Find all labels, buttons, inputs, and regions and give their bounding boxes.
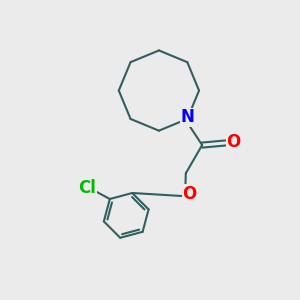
Text: N: N <box>181 108 195 126</box>
Text: O: O <box>226 133 241 151</box>
Text: Cl: Cl <box>78 179 96 197</box>
Text: O: O <box>182 185 197 203</box>
